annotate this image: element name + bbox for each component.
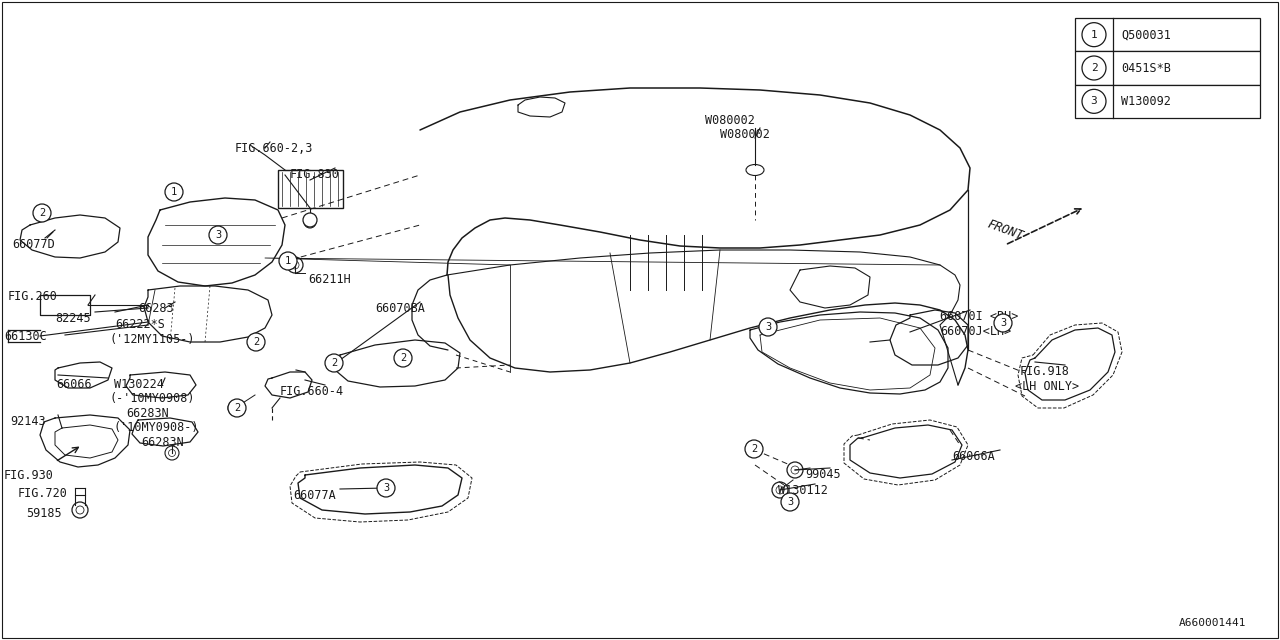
Text: 66130C: 66130C <box>4 330 47 343</box>
Text: 66077A: 66077A <box>293 489 335 502</box>
Text: 66222*S: 66222*S <box>115 318 165 331</box>
Text: 82245: 82245 <box>55 312 91 325</box>
Text: W130112: W130112 <box>778 484 828 497</box>
Text: W130224: W130224 <box>114 378 164 391</box>
Circle shape <box>72 502 88 518</box>
Circle shape <box>287 257 303 273</box>
Text: 66066: 66066 <box>56 378 92 391</box>
Text: 66070BA: 66070BA <box>375 302 425 315</box>
Text: 3: 3 <box>765 322 771 332</box>
Text: (-'10MY0908): (-'10MY0908) <box>109 392 195 405</box>
Text: W080002: W080002 <box>705 113 755 127</box>
Text: FIG.660-2,3: FIG.660-2,3 <box>236 142 314 155</box>
Text: FIG.720: FIG.720 <box>18 487 68 500</box>
Circle shape <box>165 446 179 460</box>
Text: Q500031: Q500031 <box>1121 28 1171 41</box>
Bar <box>1075 18 1260 51</box>
Circle shape <box>394 349 412 367</box>
Text: 3: 3 <box>1091 97 1097 106</box>
Text: 2: 2 <box>399 353 406 363</box>
Circle shape <box>772 482 788 498</box>
Text: 3: 3 <box>1000 318 1006 328</box>
Text: 2: 2 <box>234 403 241 413</box>
Circle shape <box>759 318 777 336</box>
Text: 66283N: 66283N <box>125 407 169 420</box>
Text: 66066A: 66066A <box>952 450 995 463</box>
Text: W080002: W080002 <box>719 128 769 141</box>
Text: 3: 3 <box>215 230 221 240</box>
Text: 1: 1 <box>285 256 291 266</box>
Circle shape <box>1082 90 1106 113</box>
Bar <box>278 170 343 208</box>
Text: FIG.830: FIG.830 <box>291 168 340 181</box>
Text: 1: 1 <box>1091 29 1097 40</box>
Circle shape <box>378 479 396 497</box>
Circle shape <box>303 213 317 227</box>
Circle shape <box>325 354 343 372</box>
Text: 66070I <RH>: 66070I <RH> <box>940 310 1019 323</box>
Circle shape <box>247 333 265 351</box>
Circle shape <box>165 183 183 201</box>
Circle shape <box>745 440 763 458</box>
Bar <box>1075 51 1260 84</box>
Text: 2: 2 <box>38 208 45 218</box>
Text: ('10MY0908-): ('10MY0908-) <box>114 421 200 434</box>
Circle shape <box>279 252 297 270</box>
Text: 59185: 59185 <box>26 507 61 520</box>
Circle shape <box>1082 22 1106 47</box>
Text: 0451S*B: 0451S*B <box>1121 61 1171 74</box>
Text: 1: 1 <box>170 187 177 197</box>
Bar <box>1075 84 1260 118</box>
Text: 66211H: 66211H <box>308 273 351 286</box>
Circle shape <box>228 399 246 417</box>
Text: 2: 2 <box>751 444 758 454</box>
Text: 2: 2 <box>1091 63 1097 73</box>
Ellipse shape <box>746 164 764 175</box>
Text: 66070J<LH>: 66070J<LH> <box>940 325 1011 338</box>
Text: FIG.930: FIG.930 <box>4 469 54 482</box>
Text: FRONT: FRONT <box>986 218 1025 243</box>
Text: ('12MY1105-): ('12MY1105-) <box>109 333 195 346</box>
Text: 99045: 99045 <box>805 468 841 481</box>
Text: FIG.260: FIG.260 <box>8 290 58 303</box>
Text: 92143: 92143 <box>10 415 46 428</box>
Circle shape <box>781 493 799 511</box>
Circle shape <box>228 401 242 415</box>
Circle shape <box>305 216 316 228</box>
Circle shape <box>995 314 1012 332</box>
Text: 3: 3 <box>383 483 389 493</box>
Text: 66283N: 66283N <box>141 436 184 449</box>
Text: FIG.918: FIG.918 <box>1020 365 1070 378</box>
Text: <LH ONLY>: <LH ONLY> <box>1015 380 1079 393</box>
Text: 3: 3 <box>787 497 794 507</box>
Circle shape <box>787 462 803 478</box>
Text: A660001441: A660001441 <box>1179 618 1245 628</box>
Text: FIG.660-4: FIG.660-4 <box>280 385 344 398</box>
Circle shape <box>209 226 227 244</box>
Text: 66077D: 66077D <box>12 238 55 251</box>
Text: 66283: 66283 <box>138 302 174 315</box>
Text: 2: 2 <box>330 358 337 368</box>
Circle shape <box>379 481 393 495</box>
Circle shape <box>1082 56 1106 80</box>
Text: W130092: W130092 <box>1121 95 1171 108</box>
Circle shape <box>33 204 51 222</box>
Text: 2: 2 <box>253 337 259 347</box>
